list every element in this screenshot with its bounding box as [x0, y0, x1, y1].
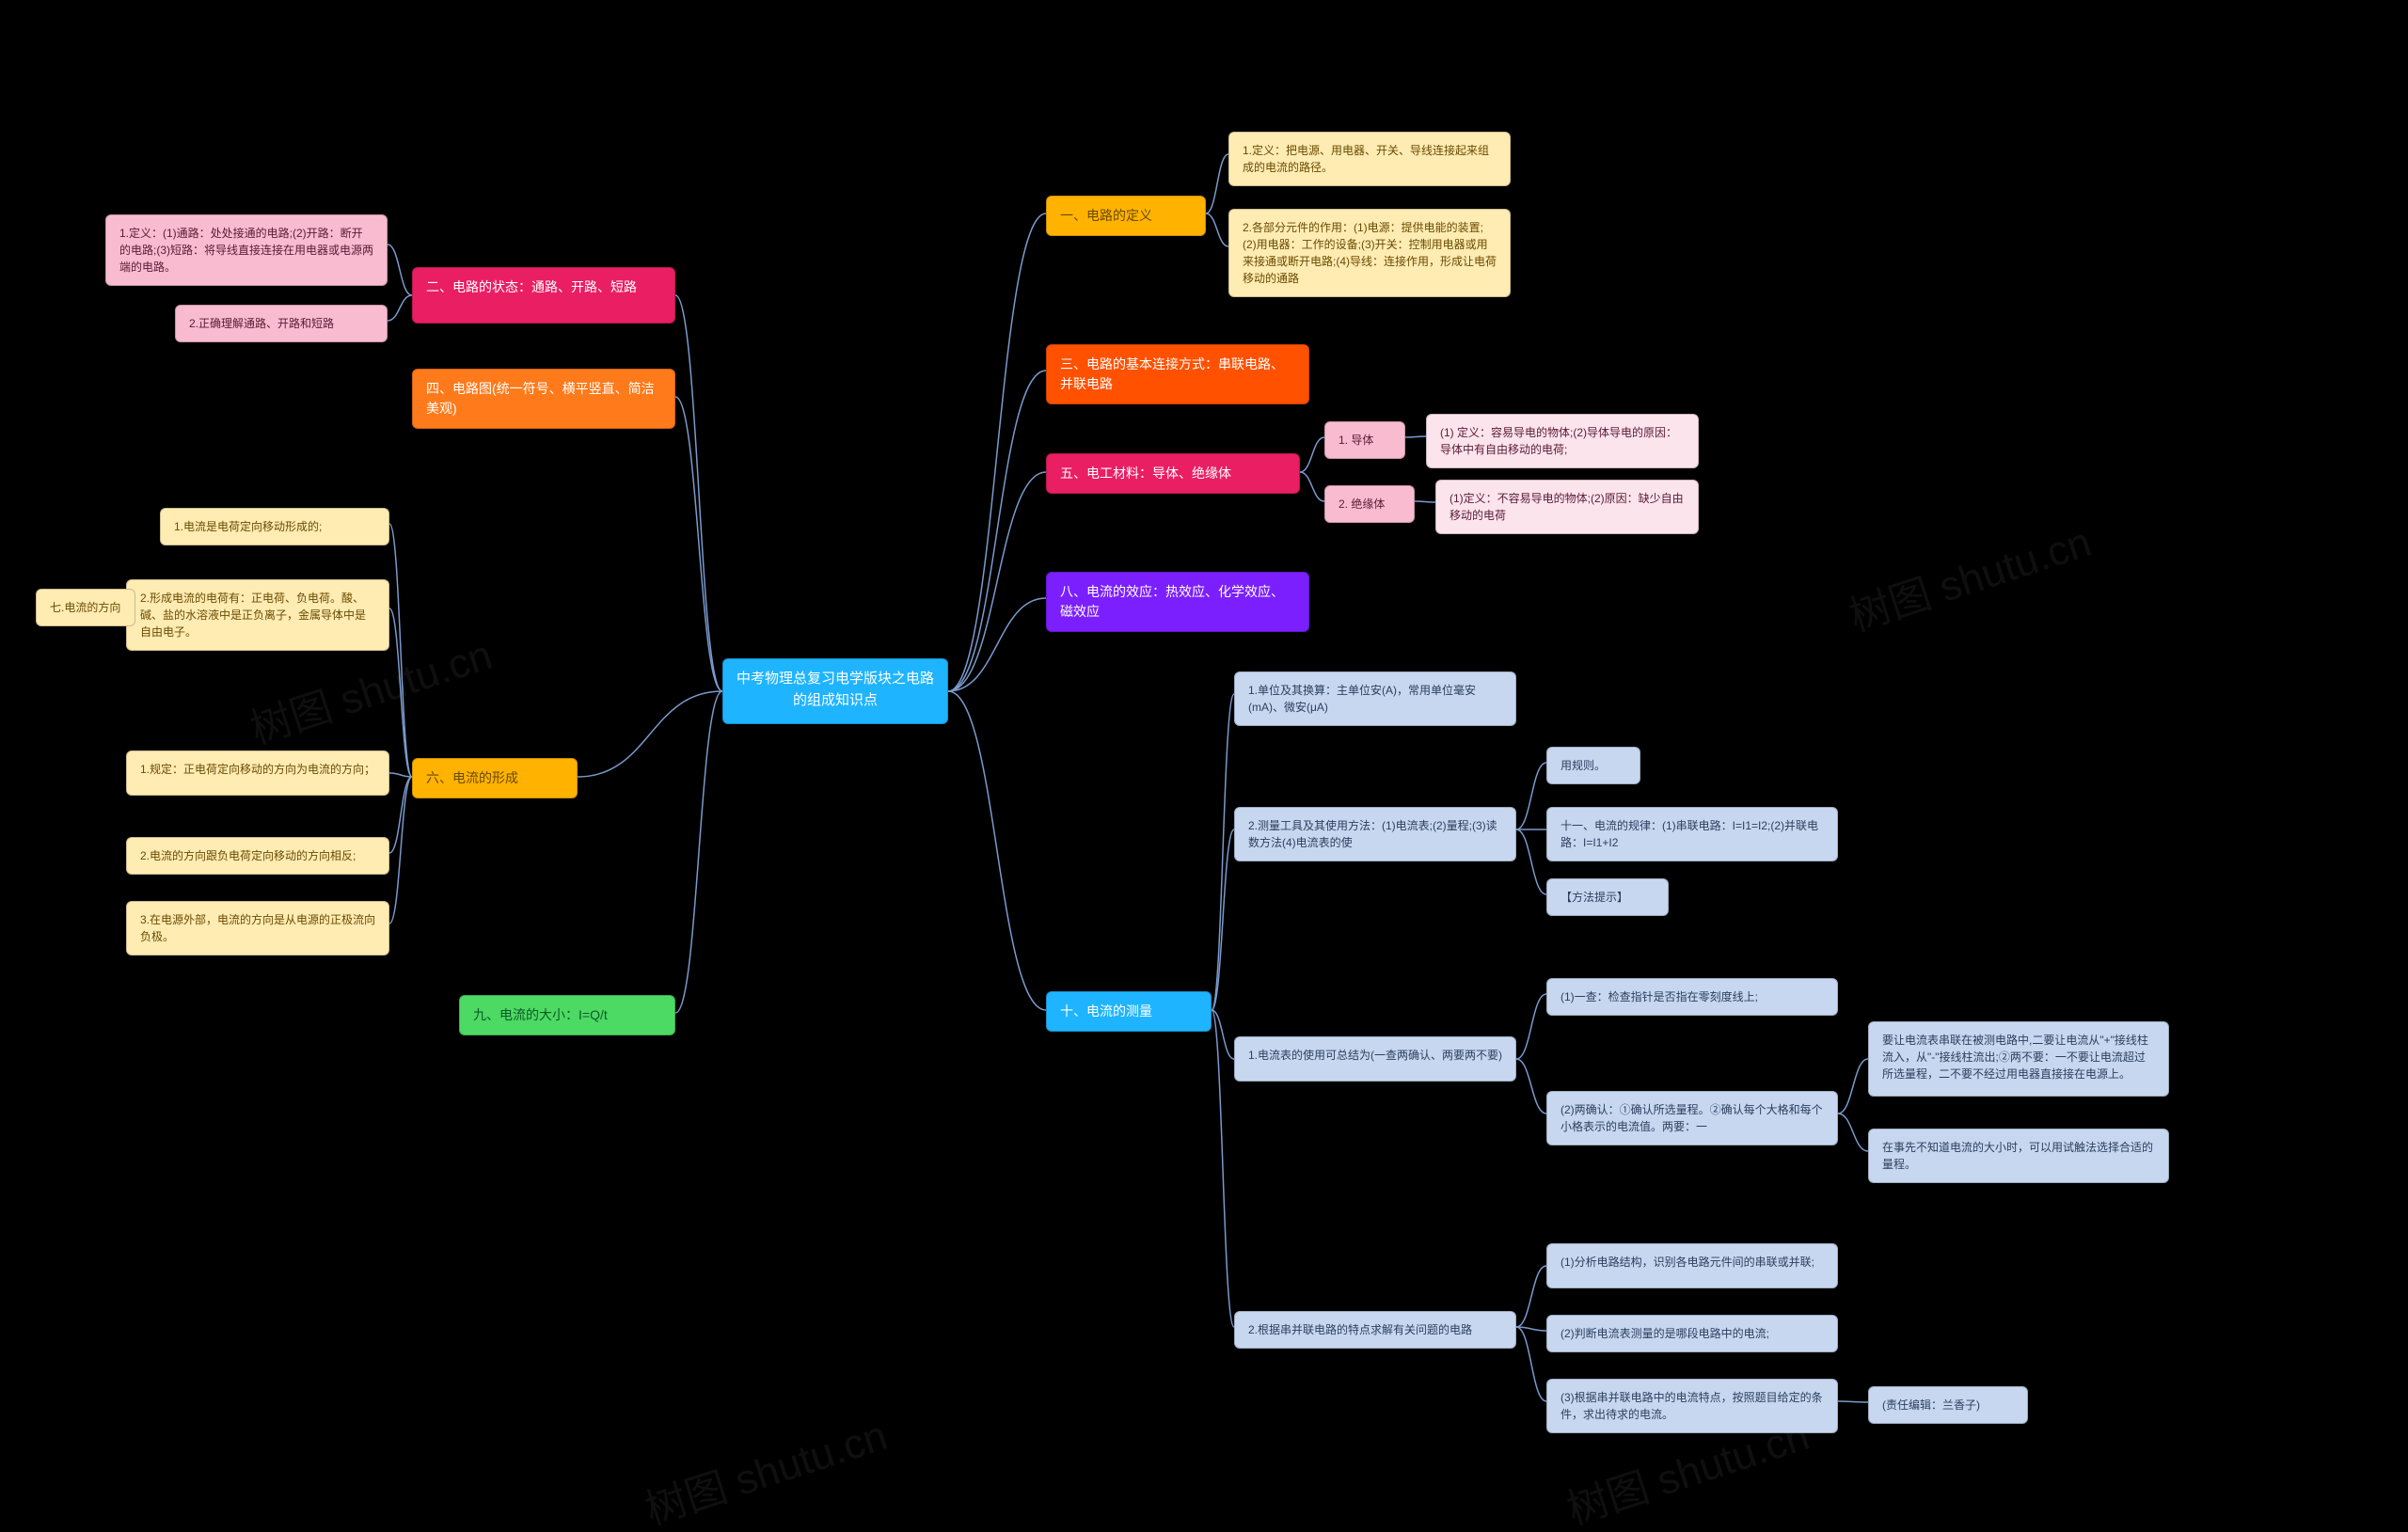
edge-root-n10	[948, 691, 1046, 1010]
edge-root-n3	[948, 371, 1046, 691]
node-root: 中考物理总复习电学版块之电路的组成知识点	[722, 658, 948, 724]
node-n5b: 2. 绝缘体	[1324, 485, 1415, 523]
node-n10b3: 【方法提示】	[1546, 878, 1669, 916]
edge-n5a-n5a1	[1405, 436, 1426, 437]
node-n10c2b: 在事先不知道电流的大小时，可以用试触法选择合适的量程。	[1868, 1129, 2169, 1183]
node-n10d: 2.根据串并联电路的特点求解有关问题的电路	[1234, 1311, 1516, 1349]
node-n10c2: (2)两确认：①确认所选量程。②确认每个大格和每个小格表示的电流值。两要：一	[1546, 1091, 1838, 1145]
node-n10c1: (1)一查：检查指针是否指在零刻度线上;	[1546, 978, 1838, 1016]
edge-root-n9	[675, 691, 722, 1013]
node-n10b1: 用规则。	[1546, 747, 1640, 784]
edge-n5-n5b	[1300, 472, 1324, 501]
edge-n10-n10a	[1212, 694, 1234, 1010]
node-n10d3a: (责任编辑：兰香子)	[1868, 1386, 2028, 1424]
edge-n10-n10c	[1212, 1010, 1234, 1059]
node-n1: 一、电路的定义	[1046, 196, 1206, 236]
node-n9: 九、电流的大小：I=Q/t	[459, 995, 675, 1035]
node-n5a: 1. 导体	[1324, 421, 1405, 459]
node-n10b2: 十一、电流的规律：(1)串联电路：I=I1=I2;(2)并联电路：I=I1+I2	[1546, 807, 1838, 861]
edge-n1-n1b	[1206, 213, 1228, 246]
edge-root-n2	[675, 295, 722, 691]
node-n5: 五、电工材料：导体、绝缘体	[1046, 453, 1300, 494]
node-n2a: 1.定义：(1)通路：处处接通的电路;(2)开路：断开的电路;(3)短路：将导线…	[105, 214, 388, 286]
node-n6: 六、电流的形成	[412, 758, 578, 798]
node-n10d1: (1)分析电路结构，识别各电路元件间的串联或并联;	[1546, 1243, 1838, 1288]
edge-n1-n1a	[1206, 154, 1228, 213]
node-n3: 三、电路的基本连接方式：串联电路、并联电路	[1046, 344, 1309, 404]
edge-n10c2-n10c2b	[1838, 1113, 1868, 1151]
edge-n10c-n10c2	[1516, 1059, 1546, 1113]
node-n2b: 2.正确理解通路、开路和短路	[175, 305, 388, 342]
node-n8: 八、电流的效应：热效应、化学效应、磁效应	[1046, 572, 1309, 632]
node-n5b1: (1)定义：不容易导电的物体;(2)原因：缺少自由移动的电荷	[1435, 480, 1699, 534]
edge-n10c-n10c1	[1516, 994, 1546, 1059]
edge-n5-n5a	[1300, 437, 1324, 472]
edge-n10b-n10b3	[1516, 829, 1546, 894]
edge-root-n1	[948, 213, 1046, 691]
edge-n10b-n10b1	[1516, 763, 1546, 829]
edge-n2-n2a	[388, 245, 412, 295]
node-n10d2: (2)判断电流表测量的是哪段电路中的电流;	[1546, 1315, 1838, 1352]
node-n6b: 2.形成电流的电荷有：正电荷、负电荷。酸、碱、盐的水溶液中是正负离子，金属导体中…	[126, 579, 389, 651]
edge-root-n6	[578, 691, 722, 777]
node-n5a1: (1) 定义：容易导电的物体;(2)导体导电的原因：导体中有自由移动的电荷;	[1426, 414, 1699, 468]
node-n10a: 1.单位及其换算：主单位安(A)，常用单位毫安(mA)、微安(μA)	[1234, 671, 1516, 726]
edge-n2-n2b	[388, 295, 412, 321]
node-n1b: 2.各部分元件的作用：(1)电源：提供电能的装置;(2)用电器：工作的设备;(3…	[1228, 209, 1511, 297]
edge-n6-n6b	[389, 608, 412, 777]
edge-n10c2-n10c2a	[1838, 1059, 1868, 1113]
edge-n10d-n10d3	[1516, 1327, 1546, 1401]
node-n6c: 1.规定：正电荷定向移动的方向为电流的方向；	[126, 750, 389, 796]
edge-n6-n6c	[389, 773, 412, 777]
node-n10b: 2.测量工具及其使用方法：(1)电流表;(2)量程;(3)读数方法(4)电流表的…	[1234, 807, 1516, 861]
node-n4: 四、电路图(统一符号、横平竖直、简洁美观)	[412, 369, 675, 429]
node-n10c: 1.电流表的使用可总结为(一查两确认、两要两不要)	[1234, 1036, 1516, 1082]
edge-root-n5	[948, 472, 1046, 691]
node-n6a: 1.电流是电荷定向移动形成的;	[160, 508, 389, 545]
edge-n10d3-n10d3a	[1838, 1401, 1868, 1402]
node-n6e: 3.在电源外部，电流的方向是从电源的正极流向负极。	[126, 901, 389, 956]
node-n7: 七.电流的方向	[36, 589, 135, 626]
edge-root-n8	[948, 598, 1046, 691]
node-n6d: 2.电流的方向跟负电荷定向移动的方向相反;	[126, 837, 389, 875]
node-n1a: 1.定义：把电源、用电器、开关、导线连接起来组成的电流的路径。	[1228, 132, 1511, 186]
node-n10d3: (3)根据串并联电路中的电流特点，按照题目给定的条件，求出待求的电流。	[1546, 1379, 1838, 1433]
node-n10c2a: 要让电流表串联在被测电路中,二要让电流从"+"接线柱流入，从"-"接线柱流出;②…	[1868, 1021, 2169, 1097]
edge-root-n4	[675, 397, 722, 691]
node-n2: 二、电路的状态：通路、开路、短路	[412, 267, 675, 324]
mindmap-stage: 树图 shutu.cn树图 shutu.cn树图 shutu.cn树图 shut…	[0, 0, 2408, 1532]
node-n10: 十、电流的测量	[1046, 991, 1212, 1032]
edge-n10d-n10d1	[1516, 1266, 1546, 1327]
edge-n6-n6a	[389, 524, 412, 777]
edge-n5b-n5b1	[1415, 501, 1435, 502]
